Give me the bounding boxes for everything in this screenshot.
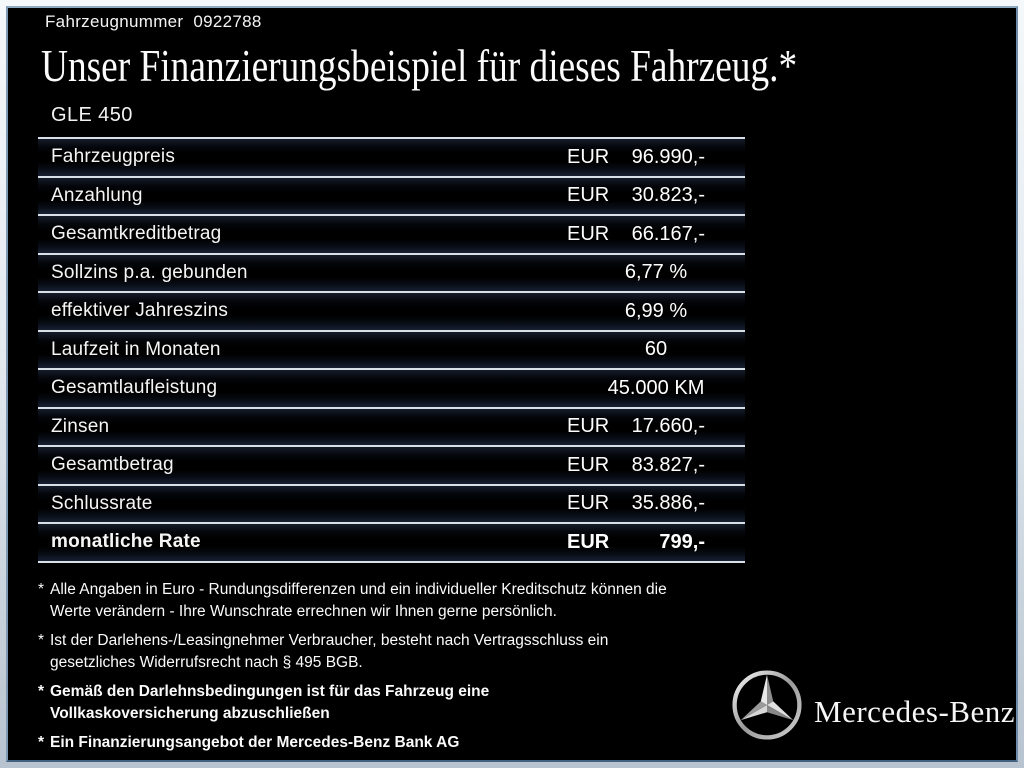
table-row: Fahrzeugpreis EUR 96.990,-: [38, 139, 745, 178]
vehicle-number-value: 0922788: [193, 12, 262, 31]
footnote: * Ist der Darlehens-/Leasingnehmer Verbr…: [38, 630, 738, 674]
row-amount: 45.000 KM: [607, 376, 705, 399]
table-row: Gesamtlaufleistung 45.000 KM: [38, 370, 745, 409]
footnote-marker: *: [38, 581, 45, 598]
row-value: EUR 66.167,-: [567, 223, 745, 246]
footnote: * Ein Finanzierungsangebot der Mercedes-…: [38, 732, 738, 754]
table-row: monatliche Rate EUR 799,-: [38, 524, 745, 563]
row-value: EUR 96.990,-: [567, 146, 745, 169]
row-amount: 30.823,-: [631, 184, 705, 207]
row-label: Gesamtlaufleistung: [51, 377, 218, 399]
vehicle-number-label: Fahrzeugnummer: [45, 12, 184, 31]
footnote-marker: *: [38, 632, 45, 649]
row-value: EUR 83.827,-: [567, 454, 745, 477]
row-amount: 799,-: [659, 530, 705, 553]
footnote-line: Gemäß den Darlehnsbedingungen ist für da…: [50, 683, 490, 700]
currency-label: EUR: [567, 222, 610, 245]
row-label: Zinsen: [51, 415, 110, 437]
footnote-line: Ein Finanzierungsangebot der Mercedes-Be…: [50, 734, 460, 751]
row-value: 45.000 KM: [567, 377, 745, 400]
footnote: * Alle Angaben in Euro - Rundungsdiffere…: [38, 579, 738, 623]
table-row: Laufzeit in Monaten 60: [38, 331, 745, 370]
row-amount: 6,99 %: [624, 299, 688, 322]
finance-table: Fahrzeugpreis EUR 96.990,- Anzahlung EUR…: [38, 137, 745, 563]
table-row: Schlussrate EUR 35.886,-: [38, 485, 745, 524]
footnote-text: Ein Finanzierungsangebot der Mercedes-Be…: [50, 732, 459, 754]
footnote-line: Werte verändern - Ihre Wunschrate errech…: [50, 603, 557, 620]
row-value: 6,77 %: [567, 261, 745, 284]
table-row: Zinsen EUR 17.660,-: [38, 408, 745, 447]
row-amount: 17.660,-: [631, 415, 705, 438]
footnote-marker: *: [38, 683, 45, 700]
table-row: Gesamtbetrag EUR 83.827,-: [38, 447, 745, 486]
currency-label: EUR: [567, 415, 610, 438]
row-label: Schlussrate: [51, 492, 153, 514]
row-label: Gesamtbetrag: [51, 454, 174, 476]
row-amount: 6,77 %: [624, 261, 688, 284]
brand-area: Mercedes-Benz: [719, 663, 1019, 753]
brand-wordmark: Mercedes-Benz: [814, 694, 1016, 729]
footnote: * Gemäß den Darlehnsbedingungen ist für …: [38, 681, 738, 725]
vehicle-model: GLE 450: [51, 104, 133, 126]
row-amount: 96.990,-: [631, 145, 705, 168]
footnotes: * Alle Angaben in Euro - Rundungsdiffere…: [38, 579, 738, 761]
footnote-line: gesetzliches Widerrufsrecht nach § 495 B…: [50, 654, 363, 671]
row-label: Gesamtkreditbetrag: [51, 223, 222, 245]
row-label: Fahrzeugpreis: [51, 146, 176, 168]
finance-offer-slide: Fahrzeugnummer 0922788 Unser Finanzierung…: [6, 6, 1018, 762]
footnote-text: Alle Angaben in Euro - Rundungsdifferenz…: [50, 579, 667, 623]
currency-label: EUR: [567, 453, 610, 476]
page-title: Unser Finanzierungsbeispiel für dieses F…: [41, 41, 798, 91]
row-value: 6,99 %: [567, 300, 745, 323]
currency-label: EUR: [567, 184, 610, 207]
row-value: 60: [567, 338, 745, 361]
table-row: Anzahlung EUR 30.823,-: [38, 177, 745, 216]
currency-label: EUR: [567, 530, 610, 553]
row-label: Laufzeit in Monaten: [51, 338, 221, 360]
table-row: effektiver Jahreszins 6,99 %: [38, 293, 745, 332]
vehicle-number: Fahrzeugnummer 0922788: [45, 12, 262, 32]
footnote-marker: *: [38, 734, 45, 751]
row-label: Sollzins p.a. gebunden: [51, 261, 248, 283]
footnote-text: Ist der Darlehens-/Leasingnehmer Verbrau…: [50, 630, 608, 674]
row-value: EUR 17.660,-: [567, 415, 745, 438]
row-value: EUR 799,-: [567, 531, 745, 554]
currency-label: EUR: [567, 145, 610, 168]
currency-label: EUR: [567, 492, 610, 515]
row-amount: 35.886,-: [631, 492, 705, 515]
row-value: EUR 35.886,-: [567, 492, 745, 515]
row-amount: 83.827,-: [631, 453, 705, 476]
row-label: effektiver Jahreszins: [51, 300, 229, 322]
table-row: Sollzins p.a. gebunden 6,77 %: [38, 254, 745, 293]
row-amount: 60: [644, 338, 668, 361]
row-label: Anzahlung: [51, 184, 143, 206]
footnote-line: Ist der Darlehens-/Leasingnehmer Verbrau…: [50, 632, 609, 649]
footnote-line: Vollkaskoversicherung abzuschließen: [50, 705, 330, 722]
table-row: Gesamtkreditbetrag EUR 66.167,-: [38, 216, 745, 255]
footnote-line: Alle Angaben in Euro - Rundungsdifferenz…: [50, 581, 667, 598]
row-amount: 66.167,-: [631, 222, 705, 245]
row-label: monatliche Rate: [51, 531, 201, 553]
footnote-text: Gemäß den Darlehnsbedingungen ist für da…: [50, 681, 489, 725]
row-value: EUR 30.823,-: [567, 184, 745, 207]
mercedes-star-icon: [732, 670, 802, 740]
